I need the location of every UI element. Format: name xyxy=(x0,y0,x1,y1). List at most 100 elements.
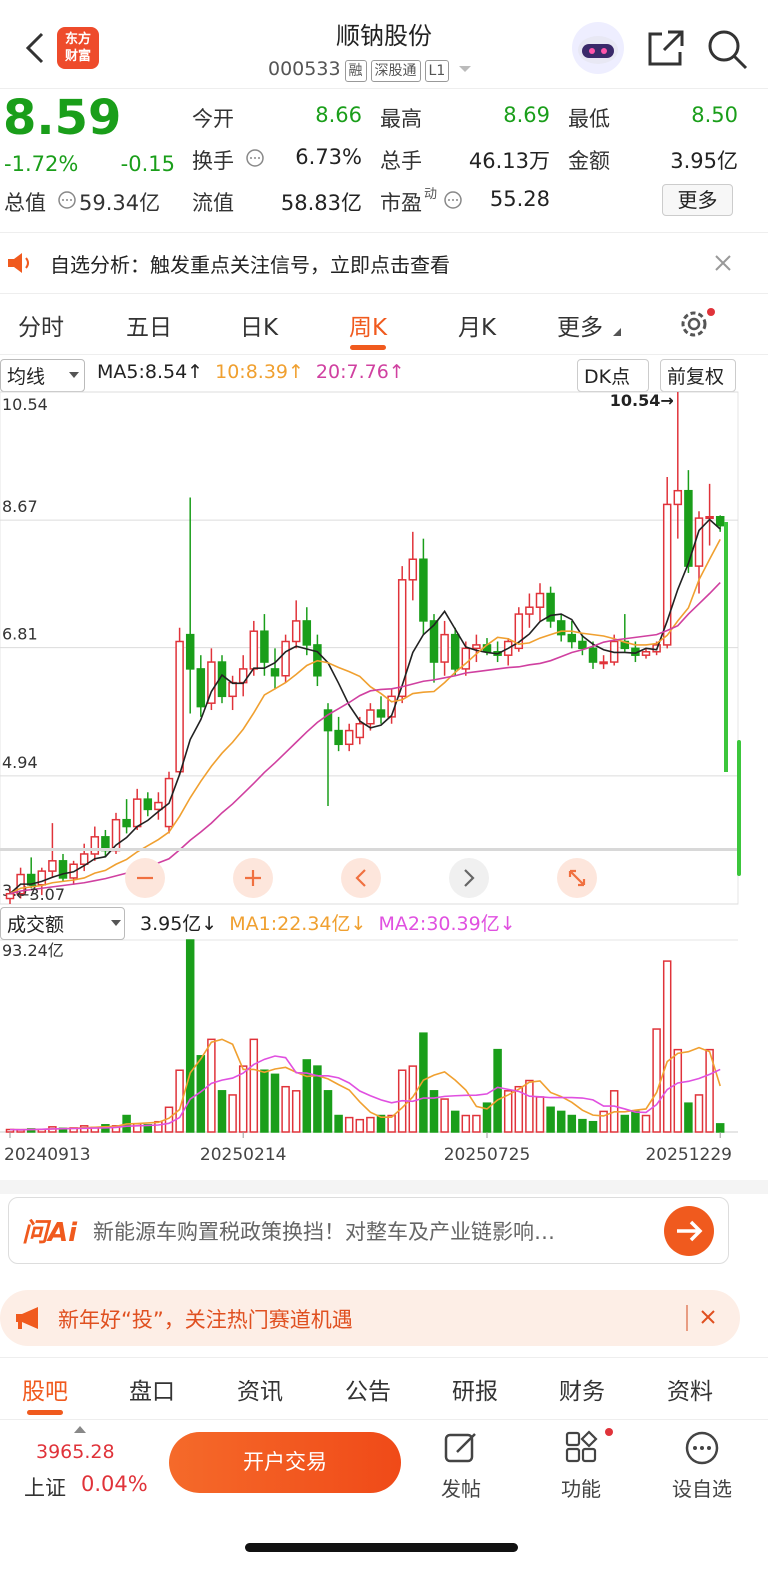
candle-body xyxy=(472,644,481,650)
go-icon[interactable] xyxy=(663,1205,715,1257)
volume-bar xyxy=(408,1065,418,1133)
dk-button[interactable]: DK点 xyxy=(577,359,649,392)
volume-bar xyxy=(355,1118,365,1133)
info-icon xyxy=(444,191,462,209)
ai-bar[interactable] xyxy=(8,1197,729,1264)
stat-label: 今开 xyxy=(192,107,234,131)
volume-bar xyxy=(270,1073,280,1133)
tab-active[interactable]: 股吧 xyxy=(22,1379,68,1405)
volume-legend: 3.95亿↓ MA1:22.34亿↓ MA2:30.39亿↓ xyxy=(140,909,528,936)
chart-control[interactable] xyxy=(557,858,597,898)
tab[interactable]: 日K xyxy=(239,315,279,341)
index-change: 0.04% xyxy=(81,1472,148,1496)
change-pct: -1.72% xyxy=(4,152,79,176)
promo-text[interactable]: 新年好“投”，关注热门赛道机遇 xyxy=(58,1308,353,1332)
tab[interactable]: 盘口 xyxy=(129,1379,175,1405)
promo-bar[interactable] xyxy=(0,1290,740,1346)
volume-bar xyxy=(631,1110,640,1133)
x-tick-label: 20251229 xyxy=(645,1145,732,1165)
candle-body xyxy=(196,668,206,708)
post-icon[interactable] xyxy=(443,1430,479,1466)
candle-body xyxy=(535,592,545,608)
info-icon xyxy=(58,191,76,209)
stat-label: 最高 xyxy=(380,107,422,131)
candle-body xyxy=(376,709,386,718)
stat-label: 总值 xyxy=(4,191,46,215)
megaphone-icon xyxy=(16,1307,38,1329)
back-icon[interactable] xyxy=(20,30,50,66)
ma-select[interactable]: 均线 xyxy=(0,359,85,392)
chart-control[interactable] xyxy=(233,858,273,898)
y-tick-label: 8.67 xyxy=(2,497,38,516)
chart-control[interactable] xyxy=(449,858,489,898)
tab[interactable]: 资料 xyxy=(667,1379,713,1405)
legend-item: MA5:8.54↑ xyxy=(97,361,204,383)
close-icon[interactable] xyxy=(684,1303,724,1333)
search-icon[interactable] xyxy=(706,28,750,70)
stat-value: 55.28 xyxy=(489,187,550,211)
action-label[interactable]: 功能 xyxy=(561,1477,601,1501)
banner-text[interactable]: 自选分析：触发重点关注信号，立即点击查看 xyxy=(50,253,450,277)
volume-bar xyxy=(705,1048,714,1133)
tab[interactable]: 研报 xyxy=(452,1379,498,1405)
chart-control[interactable] xyxy=(341,858,381,898)
price: 8.59 xyxy=(3,90,122,146)
dropdown-icon[interactable] xyxy=(455,63,475,75)
candle-body xyxy=(546,592,555,622)
candle-body xyxy=(684,489,693,567)
candle-body xyxy=(408,558,418,581)
legend-item: 3.95亿↓ xyxy=(140,913,218,935)
trade-button[interactable]: 开户交易 xyxy=(169,1432,401,1493)
volume-bar xyxy=(673,1048,683,1133)
speaker-icon xyxy=(8,253,29,273)
logo: 东方 财富 xyxy=(57,27,99,69)
candle-body xyxy=(334,729,343,746)
robot-icon[interactable] xyxy=(570,20,626,76)
ai-text[interactable]: 新能源车购置税政策换挡！对整车及产业链影响… xyxy=(93,1220,555,1244)
volume-bar xyxy=(620,1114,630,1133)
volume-bar xyxy=(228,1094,237,1133)
candle-body xyxy=(694,517,704,567)
change: -0.15 xyxy=(120,152,175,176)
action-label[interactable]: 发帖 xyxy=(441,1477,481,1501)
stat-value: 6.73% xyxy=(295,145,362,169)
candle-body xyxy=(260,630,269,663)
x-tick-label: 20250725 xyxy=(444,1145,531,1165)
more-button[interactable]: 更多 xyxy=(662,184,733,216)
action-label[interactable]: 设自选 xyxy=(672,1477,732,1501)
stat-value: 59.34亿 xyxy=(79,191,161,215)
index-value[interactable]: 3965.28 xyxy=(36,1441,115,1463)
close-icon[interactable] xyxy=(714,254,732,272)
watch-icon[interactable] xyxy=(684,1430,720,1466)
tab[interactable]: 月K xyxy=(457,315,497,341)
dropdown-icon xyxy=(111,920,121,926)
divider xyxy=(0,88,768,89)
tab-active[interactable]: 周K xyxy=(348,315,388,341)
legend-item: 20:7.76↑ xyxy=(315,361,405,383)
ma-line xyxy=(9,1055,721,1131)
tab[interactable]: 财务 xyxy=(559,1379,605,1405)
tab[interactable]: 更多 xyxy=(557,315,603,341)
volume-bar xyxy=(715,1123,725,1133)
legend-item: MA1:22.34亿↓ xyxy=(229,913,367,935)
stat-label: 市盈 xyxy=(380,191,422,215)
candle-body xyxy=(419,558,428,622)
tab[interactable]: 分时 xyxy=(18,315,64,341)
stat-label: 流值 xyxy=(192,191,234,215)
tab[interactable]: 公告 xyxy=(345,1379,391,1405)
volume-bar xyxy=(535,1096,545,1133)
candle-body xyxy=(249,630,259,670)
settings-icon[interactable] xyxy=(676,306,716,342)
volume-select[interactable]: 成交额 xyxy=(0,907,125,940)
tab[interactable]: 五日 xyxy=(126,315,172,341)
volume-bar xyxy=(334,1114,343,1133)
control-circle xyxy=(449,858,489,898)
corner-icon xyxy=(613,328,621,336)
share-icon[interactable] xyxy=(646,28,686,68)
function-icon[interactable] xyxy=(563,1428,613,1466)
divider xyxy=(0,1419,768,1420)
adjust-button[interactable]: 前复权 xyxy=(660,359,736,392)
tab[interactable]: 资讯 xyxy=(237,1379,283,1405)
chart-control[interactable] xyxy=(125,858,165,898)
